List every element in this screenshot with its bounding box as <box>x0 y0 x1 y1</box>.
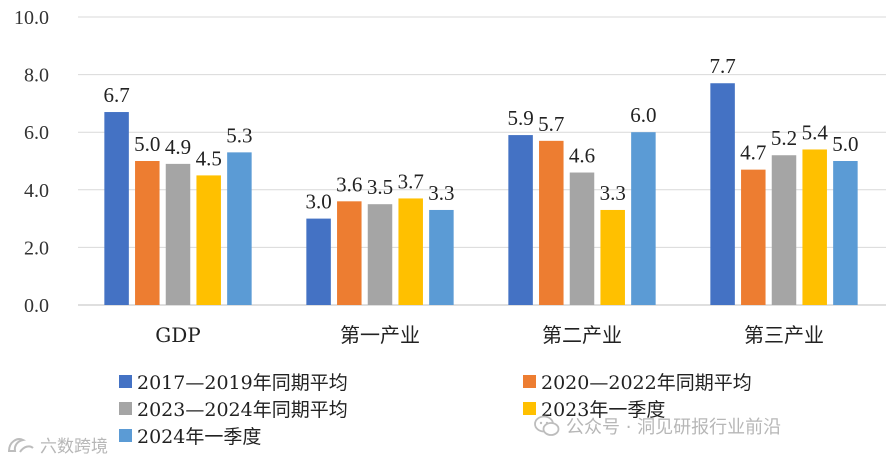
legend-label: 2024年一季度 <box>137 426 262 448</box>
bar <box>833 161 858 305</box>
legend-item-2017-2019[interactable]: 2017—2019年同期平均 <box>119 368 348 395</box>
bar <box>337 201 362 305</box>
bar <box>398 198 423 305</box>
legend-item-2024q1[interactable]: 2024年一季度 <box>119 422 261 449</box>
bar <box>104 112 129 305</box>
y-tick-label: 2.0 <box>24 237 49 259</box>
data-label: 4.5 <box>196 146 222 170</box>
data-label: 3.7 <box>398 169 424 193</box>
data-label: 5.9 <box>507 106 533 130</box>
data-label: 5.7 <box>538 112 564 136</box>
legend-swatch <box>523 402 536 415</box>
bar <box>539 140 564 305</box>
y-axis-ticks: 0.0 2.0 4.0 6.0 8.0 10.0 <box>14 7 49 317</box>
data-label: 5.0 <box>134 132 160 156</box>
bar <box>710 83 735 306</box>
data-label: 5.4 <box>802 120 829 144</box>
data-label: 6.0 <box>630 103 656 127</box>
data-label: 6.7 <box>103 83 129 107</box>
legend-item-2023q1[interactable]: 2023年一季度 <box>523 395 665 422</box>
bar <box>508 135 533 305</box>
bar-series <box>104 83 858 306</box>
legend-item-2020-2022[interactable]: 2020—2022年同期平均 <box>523 368 752 395</box>
legend-label: 2020—2022年同期平均 <box>541 372 752 394</box>
data-label: 3.6 <box>336 172 362 196</box>
bar <box>802 149 827 305</box>
legend-swatch <box>119 429 132 442</box>
legend-swatch <box>119 375 132 388</box>
bar <box>165 163 191 305</box>
bar <box>429 209 454 305</box>
y-tick-label: 8.0 <box>24 65 49 87</box>
data-label: 4.9 <box>165 135 191 159</box>
watermark-right-text: 公众号 · 洞见研报行业前沿 <box>566 417 782 438</box>
wechat-icon <box>534 415 560 436</box>
bar <box>196 175 221 305</box>
watermark-left-text: 六数跨境 <box>40 437 108 457</box>
data-label: 4.6 <box>569 144 595 168</box>
data-label: 3.3 <box>600 181 626 205</box>
legend-swatch <box>119 402 132 415</box>
y-tick-label: 10.0 <box>14 7 49 29</box>
data-label: 4.7 <box>740 141 766 165</box>
data-label: 5.3 <box>226 123 252 147</box>
y-tick-label: 0.0 <box>24 295 49 317</box>
data-label: 7.7 <box>709 54 735 78</box>
bar <box>741 169 766 305</box>
legend-swatch <box>523 375 536 388</box>
x-axis-categories: GDP 第一产业 第二产业 第三产业 <box>155 323 824 347</box>
data-label: 5.0 <box>832 132 858 156</box>
watermark-left: 六数跨境 <box>6 432 108 457</box>
bar <box>631 132 656 305</box>
legend-item-2023-2024[interactable]: 2023—2024年同期平均 <box>119 395 348 422</box>
bar <box>569 172 595 305</box>
data-labels: 6.75.0 4.9 4.55.33.03.6 3.5 3.7 3.35.9 5.74.63… <box>103 54 858 213</box>
bar <box>227 152 252 305</box>
legend-label: 2023—2024年同期平均 <box>137 399 348 421</box>
bar <box>367 204 393 305</box>
legend-label: 2017—2019年同期平均 <box>137 372 348 394</box>
data-label: 3.3 <box>428 181 454 205</box>
data-label: 5.2 <box>771 126 797 150</box>
bar <box>600 209 625 305</box>
data-label: 3.5 <box>367 175 393 199</box>
x-category-label: 第一产业 <box>340 323 420 347</box>
bar <box>135 161 160 305</box>
y-tick-label: 6.0 <box>24 122 49 144</box>
bar <box>306 218 331 305</box>
x-category-label: 第二产业 <box>542 323 622 347</box>
watermark-right: 公众号 · 洞见研报行业前沿 <box>534 413 781 439</box>
data-label: 3.0 <box>305 190 331 214</box>
x-category-label: GDP <box>155 323 200 347</box>
logo-icon <box>7 437 34 453</box>
x-category-label: 第三产业 <box>744 323 824 347</box>
bar <box>771 155 797 305</box>
y-tick-label: 4.0 <box>24 180 49 202</box>
legend-label: 2023年一季度 <box>541 399 666 421</box>
